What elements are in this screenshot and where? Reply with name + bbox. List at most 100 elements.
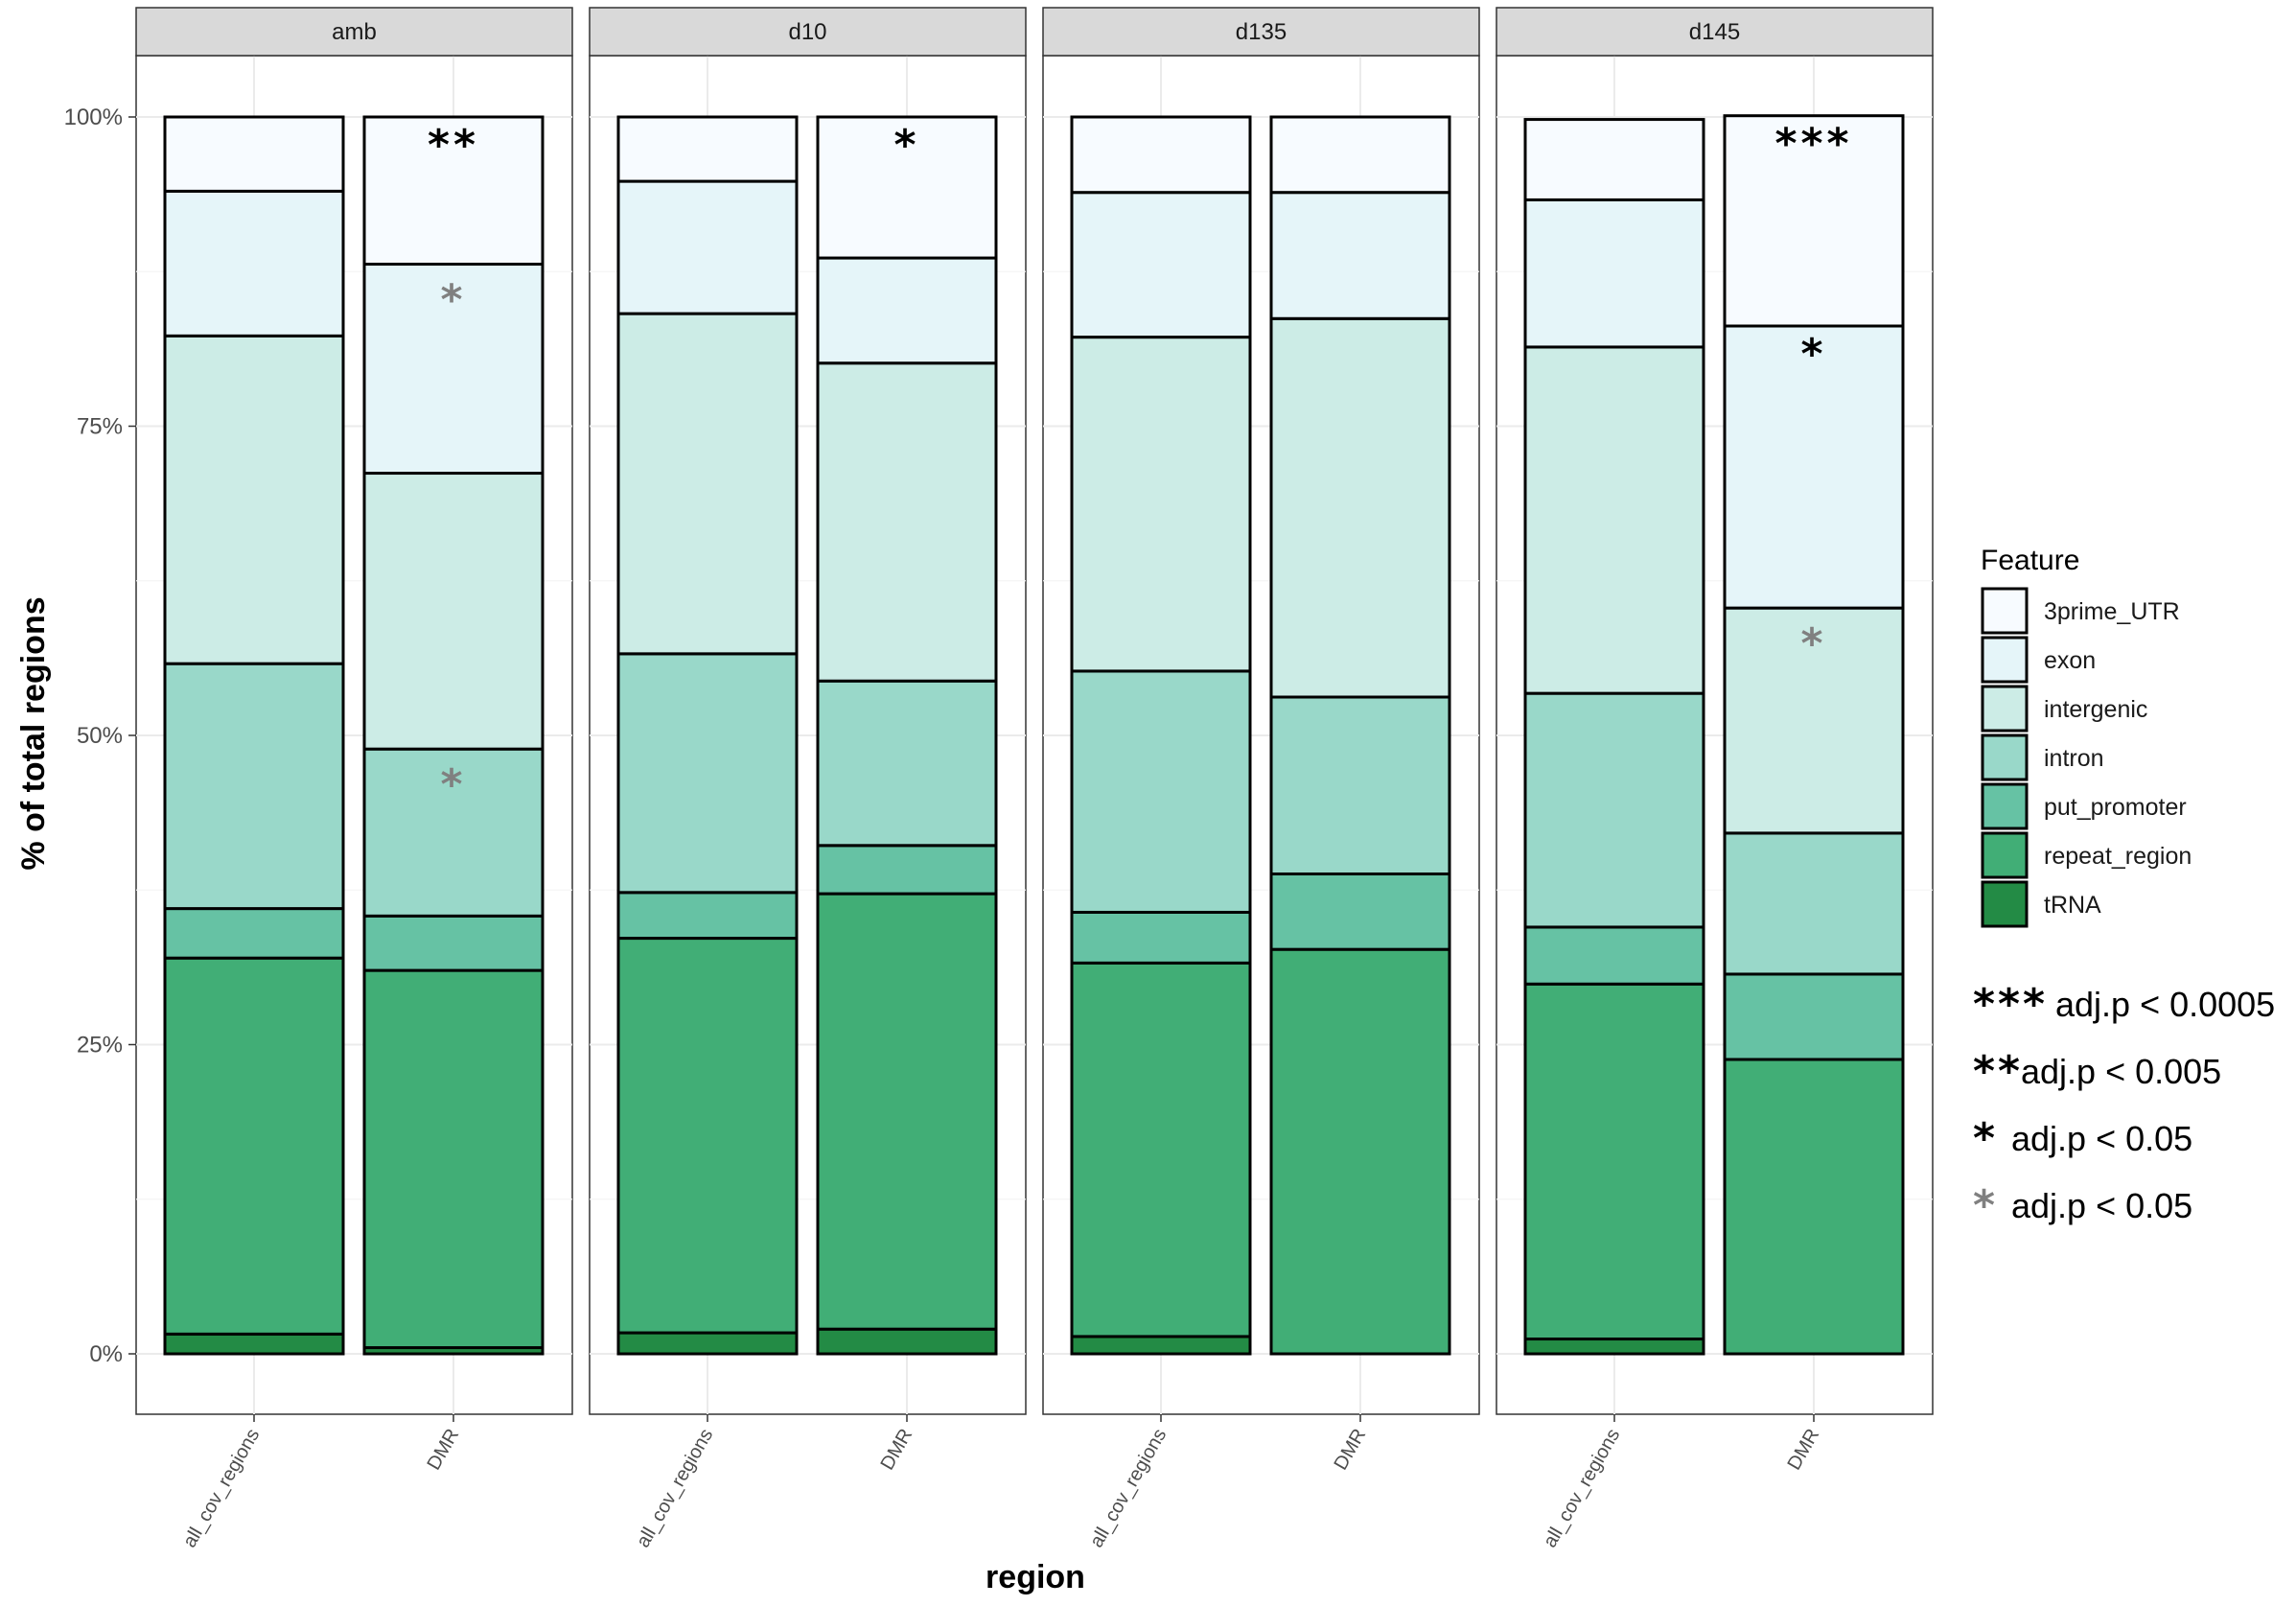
bar-segment-repeat_region [362, 968, 545, 1350]
legend-key [1981, 587, 2029, 635]
significance-stars: * [440, 760, 466, 809]
significance-stars: * [1973, 1181, 1998, 1230]
y-tick-label: 0% [89, 1341, 123, 1367]
significance-stars: ** [428, 121, 479, 170]
legend-label: repeat_region [2044, 843, 2192, 870]
bar-segment-intergenic [616, 312, 799, 656]
bar-segment-repeat_region [616, 937, 799, 1335]
bar-amb-DMR: **** [362, 115, 545, 1356]
x-tick-label: all_cov_regions [1086, 1426, 1171, 1551]
bar-segment-tRNA [1523, 1338, 1705, 1356]
significance-legend-item: * adj.p < 0.05 [1973, 1181, 2192, 1230]
bar-segment-intergenic [362, 472, 545, 751]
legend-item-tRNA: tRNA [1981, 880, 2101, 928]
bar-segment-exon [1269, 191, 1451, 320]
significance-stars: * [893, 121, 919, 170]
legend-label: intergenic [2044, 696, 2147, 723]
legend-item-repeat_region: repeat_region [1981, 831, 2192, 879]
y-tick-label: 100% [64, 105, 123, 130]
bar-segment-put_promoter [816, 844, 998, 896]
significance-stars: ** [1973, 1047, 2023, 1096]
panel-d145: d145 all_cov_regions ***** DMR [1496, 7, 1934, 1551]
facet-panels: amball_cov_regions****DMRd10all_cov_regi… [135, 7, 1934, 1551]
facet-strip [1496, 7, 1934, 57]
facet-strip-label: d10 [788, 19, 826, 45]
bar-d135-all_cov_regions [1070, 115, 1252, 1356]
bar-segment-3prime_UTR [1723, 114, 1905, 328]
bar-segment-exon [616, 179, 799, 315]
significance-legend-item: **adj.p < 0.005 [1973, 1047, 2221, 1096]
bar-d145-all_cov_regions [1523, 118, 1705, 1356]
bar-segment-intron [1523, 691, 1705, 929]
y-tick-label: 25% [77, 1033, 123, 1059]
bar-segment-intron [1070, 669, 1252, 914]
bar-segment-put_promoter [1070, 910, 1252, 965]
legend-key [1981, 782, 2029, 830]
bar-segment-3prime_UTR [816, 115, 998, 260]
x-tick-label: DMR [877, 1426, 917, 1474]
bar-segment-3prime_UTR [362, 115, 545, 267]
bar-segment-intergenic [1723, 606, 1905, 835]
bar-segment-intron [1269, 695, 1451, 875]
bar-segment-tRNA [816, 1327, 998, 1356]
x-tick-label: DMR [1784, 1426, 1824, 1474]
x-tick-label: all_cov_regions [1540, 1426, 1625, 1551]
bar-segment-exon [1523, 198, 1705, 349]
significance-stars: *** [1774, 120, 1852, 169]
legend-key [1981, 880, 2029, 928]
facet-strip-label: amb [332, 19, 377, 45]
bar-segment-repeat_region [816, 892, 998, 1331]
bar-segment-3prime_UTR [1269, 115, 1451, 195]
x-tick-label: DMR [1331, 1426, 1371, 1474]
legend-item-exon: exon [1981, 636, 2096, 684]
bar-segment-tRNA [616, 1331, 799, 1356]
facet-strip [1042, 7, 1480, 57]
significance-threshold: adj.p < 0.0005 [2055, 985, 2275, 1024]
bar-segment-repeat_region [163, 956, 345, 1336]
bar-segment-intron [816, 679, 998, 848]
legend-key [1981, 831, 2029, 879]
bar-segment-intergenic [163, 334, 345, 665]
bar-segment-repeat_region [1523, 982, 1705, 1341]
legend-item-intron: intron [1981, 733, 2104, 781]
facet-strip-label: d145 [1689, 19, 1740, 45]
bar-segment-intergenic [1523, 345, 1705, 695]
bar-d10-DMR: * [816, 115, 998, 1356]
significance-legend-item: *** adj.p < 0.0005 [1973, 980, 2275, 1029]
facet-strip [135, 7, 573, 57]
bar-segment-3prime_UTR [1070, 115, 1252, 195]
bar-amb-all_cov_regions [163, 115, 345, 1356]
bar-segment-3prime_UTR [1523, 118, 1705, 201]
legend-key [1981, 636, 2029, 684]
y-tick-label: 75% [77, 414, 123, 440]
x-tick-label: DMR [424, 1426, 464, 1474]
bar-segment-3prime_UTR [163, 115, 345, 193]
significance-threshold: adj.p < 0.05 [2011, 1186, 2192, 1225]
bar-segment-3prime_UTR [616, 115, 799, 183]
significance-stars: * [440, 276, 466, 325]
bar-d145-DMR: ***** [1723, 114, 1905, 1356]
bar-segment-exon [163, 189, 345, 337]
bar-segment-intron [1723, 831, 1905, 976]
bar-d10-all_cov_regions [616, 115, 799, 1356]
x-axis-title: region [986, 1559, 1085, 1595]
bar-segment-intron [163, 662, 345, 911]
legend-title: Feature [1981, 545, 2079, 576]
bar-segment-intergenic [1269, 316, 1451, 699]
bar-segment-intergenic [1070, 336, 1252, 673]
bar-segment-repeat_region [1723, 1058, 1905, 1356]
bar-segment-put_promoter [1269, 872, 1451, 951]
legend-key [1981, 685, 2029, 733]
legend-key [1981, 733, 2029, 781]
significance-legend-item: * adj.p < 0.05 [1973, 1114, 2192, 1163]
bar-segment-repeat_region [1070, 961, 1252, 1338]
x-tick-label: all_cov_regions [179, 1426, 265, 1551]
facet-strip [589, 7, 1027, 57]
bar-segment-put_promoter [1523, 925, 1705, 986]
bar-segment-repeat_region [1269, 947, 1451, 1356]
bar-d135-DMR [1269, 115, 1451, 1356]
bar-segment-exon [816, 256, 998, 365]
panel-d10: d10 all_cov_regions * DMR [589, 7, 1027, 1551]
bar-segment-exon [1070, 191, 1252, 339]
